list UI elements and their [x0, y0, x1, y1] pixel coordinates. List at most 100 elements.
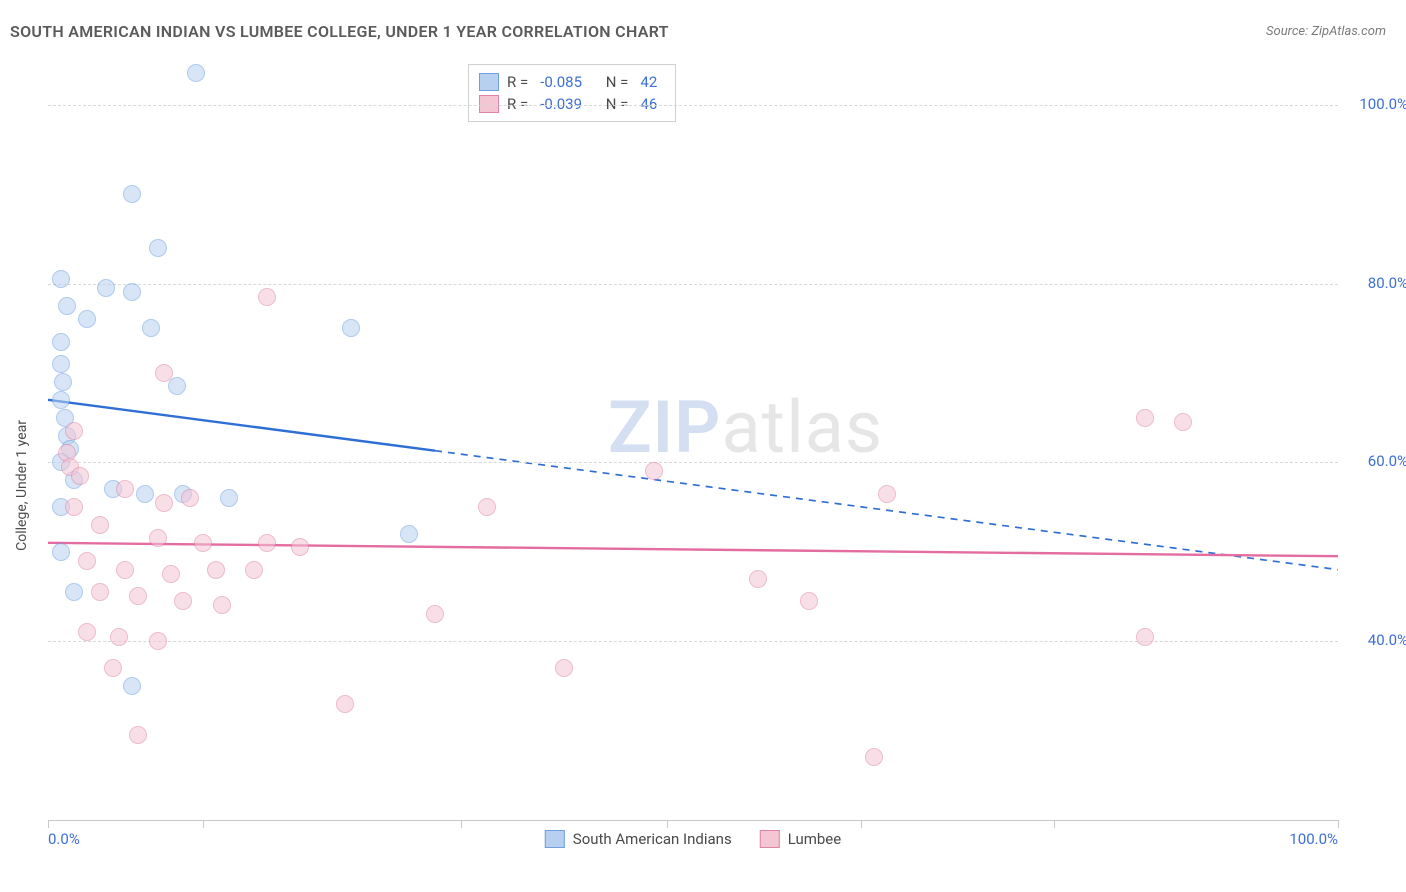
scatter-point-lumbee	[749, 570, 767, 588]
scatter-point-lumbee	[116, 561, 134, 579]
stats-legend: R = -0.085 N = 42 R = -0.039 N = 46	[468, 64, 676, 122]
scatter-point-lumbee	[426, 605, 444, 623]
scatter-point-sai	[58, 297, 76, 315]
scatter-point-lumbee	[865, 748, 883, 766]
scatter-point-sai	[52, 355, 70, 373]
watermark-suffix: atlas	[721, 385, 883, 470]
scatter-point-lumbee	[1136, 409, 1154, 427]
grid-line	[48, 284, 1338, 285]
scatter-point-lumbee	[71, 467, 89, 485]
scatter-point-lumbee	[104, 659, 122, 677]
scatter-point-lumbee	[878, 485, 896, 503]
scatter-point-lumbee	[155, 494, 173, 512]
scatter-point-sai	[168, 377, 186, 395]
scatter-point-lumbee	[91, 516, 109, 534]
scatter-point-sai	[149, 239, 167, 257]
x-tick	[203, 820, 204, 828]
scatter-point-lumbee	[155, 364, 173, 382]
legend-label-sai: South American Indians	[573, 830, 732, 848]
scatter-point-sai	[97, 279, 115, 297]
trend-lines	[48, 60, 1338, 820]
scatter-point-sai	[136, 485, 154, 503]
scatter-point-lumbee	[149, 632, 167, 650]
legend-item-sai: South American Indians	[545, 830, 732, 848]
stats-row-sai: R = -0.085 N = 42	[479, 71, 661, 93]
r-value-sai: -0.085	[540, 71, 582, 93]
legend-label-lumbee: Lumbee	[788, 830, 842, 848]
scatter-point-lumbee	[65, 498, 83, 516]
scatter-point-lumbee	[207, 561, 225, 579]
scatter-point-sai	[142, 319, 160, 337]
scatter-point-lumbee	[258, 534, 276, 552]
grid-line	[48, 105, 1338, 106]
scatter-point-sai	[54, 373, 72, 391]
scatter-point-sai	[123, 283, 141, 301]
y-tick-label: 80.0%	[1348, 274, 1406, 292]
watermark-prefix: ZIP	[608, 385, 721, 470]
scatter-point-lumbee	[78, 623, 96, 641]
scatter-point-lumbee	[174, 592, 192, 610]
scatter-point-lumbee	[194, 534, 212, 552]
scatter-point-lumbee	[181, 489, 199, 507]
source-credit: Source: ZipAtlas.com	[1266, 24, 1386, 39]
scatter-point-sai	[52, 270, 70, 288]
x-tick	[461, 820, 462, 828]
grid-line	[48, 462, 1338, 463]
x-tick	[1054, 820, 1055, 828]
trend-dashed-sai	[435, 451, 1338, 570]
scatter-point-lumbee	[478, 498, 496, 516]
scatter-point-lumbee	[258, 288, 276, 306]
trend-solid-lumbee	[48, 543, 1338, 556]
chart-plot-area: ZIPatlas R = -0.085 N = 42 R = -0.039 N …	[48, 60, 1338, 821]
y-tick-label: 100.0%	[1348, 95, 1406, 113]
scatter-point-lumbee	[555, 659, 573, 677]
scatter-point-lumbee	[291, 538, 309, 556]
scatter-point-sai	[400, 525, 418, 543]
chart-title: SOUTH AMERICAN INDIAN VS LUMBEE COLLEGE,…	[10, 22, 669, 41]
n-label-sai: N =	[606, 71, 629, 93]
trend-solid-sai	[48, 400, 435, 451]
y-tick-label: 40.0%	[1348, 631, 1406, 649]
scatter-point-lumbee	[78, 552, 96, 570]
source-name: ZipAtlas.com	[1311, 24, 1386, 39]
scatter-point-lumbee	[162, 565, 180, 583]
source-label: Source:	[1266, 24, 1308, 39]
scatter-point-lumbee	[800, 592, 818, 610]
series-legend: South American Indians Lumbee	[545, 830, 841, 848]
scatter-point-sai	[342, 319, 360, 337]
scatter-point-sai	[52, 333, 70, 351]
scatter-point-lumbee	[336, 695, 354, 713]
scatter-point-lumbee	[129, 726, 147, 744]
legend-swatch-lumbee	[760, 830, 780, 848]
x-axis-max: 100.0%	[1289, 830, 1338, 848]
y-axis-label: College, Under 1 year	[14, 420, 30, 551]
scatter-point-lumbee	[1136, 628, 1154, 646]
scatter-point-lumbee	[1174, 413, 1192, 431]
scatter-point-lumbee	[116, 480, 134, 498]
scatter-point-sai	[187, 64, 205, 82]
scatter-point-lumbee	[213, 596, 231, 614]
scatter-point-sai	[65, 583, 83, 601]
scatter-point-lumbee	[110, 628, 128, 646]
scatter-point-sai	[123, 185, 141, 203]
scatter-point-sai	[123, 677, 141, 695]
scatter-point-lumbee	[129, 587, 147, 605]
scatter-point-lumbee	[91, 583, 109, 601]
n-value-sai: 42	[640, 71, 657, 93]
x-tick	[667, 820, 668, 828]
y-tick-label: 60.0%	[1348, 452, 1406, 470]
scatter-point-lumbee	[645, 462, 663, 480]
legend-item-lumbee: Lumbee	[760, 830, 842, 848]
x-tick	[861, 820, 862, 828]
swatch-sai	[479, 73, 499, 91]
scatter-point-lumbee	[245, 561, 263, 579]
x-tick	[48, 820, 49, 828]
x-axis-min: 0.0%	[48, 830, 80, 848]
watermark: ZIPatlas	[608, 385, 883, 470]
r-label-sai: R =	[507, 71, 528, 93]
scatter-point-sai	[78, 310, 96, 328]
legend-swatch-sai	[545, 830, 565, 848]
x-tick	[1338, 820, 1339, 828]
scatter-point-sai	[220, 489, 238, 507]
scatter-point-lumbee	[149, 529, 167, 547]
